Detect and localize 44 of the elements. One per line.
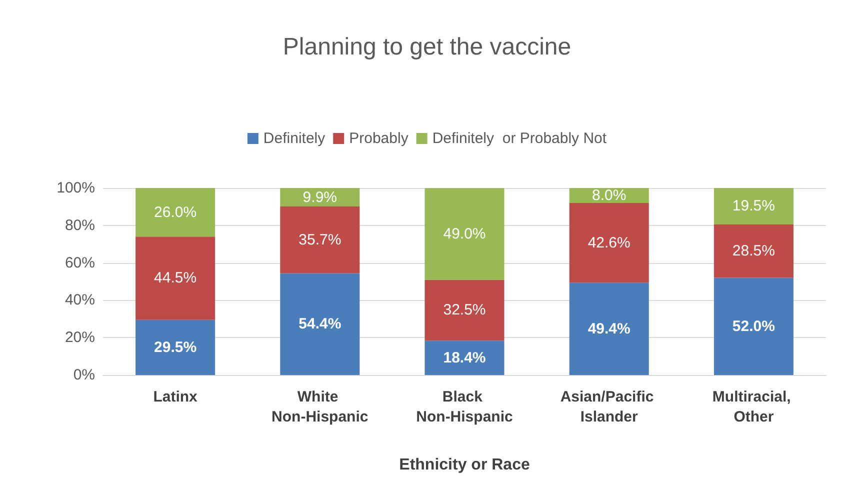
data-label: 26.0%	[154, 204, 197, 221]
data-label: 49.0%	[443, 226, 486, 242]
bar	[424, 340, 504, 375]
data-label: 32.5%	[443, 302, 486, 319]
data-label: 18.4%	[443, 349, 486, 366]
data-label: 35.7%	[298, 231, 342, 248]
y-tick-label: 40%	[64, 292, 95, 309]
data-label: 9.9%	[302, 188, 337, 206]
data-label: 54.4%	[298, 316, 342, 333]
bar	[280, 206, 360, 274]
x-axis-title: Ethnicity or Race	[399, 456, 530, 474]
bar	[424, 188, 504, 280]
bar	[424, 280, 504, 341]
chart-title: Planning to get the vaccine	[282, 34, 572, 60]
bar	[569, 282, 649, 375]
x-tick-label: Latinx	[153, 388, 198, 406]
bar	[569, 202, 649, 283]
bar	[280, 273, 360, 375]
data-label: 19.5%	[732, 198, 775, 215]
legend-label: Definitely	[263, 130, 326, 147]
bar	[136, 236, 216, 320]
x-tick-label: Black Non-Hispanic	[416, 388, 513, 426]
data-label: 52.0%	[732, 318, 775, 335]
data-label: 28.5%	[732, 242, 775, 260]
legend-label: Probably	[349, 130, 409, 147]
data-label: 29.5%	[154, 338, 197, 356]
data-label: 42.6%	[588, 234, 630, 252]
y-tick-label: 0%	[73, 366, 95, 384]
y-tick-label: 100%	[56, 180, 95, 196]
y-tick-label: 60%	[64, 254, 95, 272]
bar	[136, 320, 216, 375]
bar	[136, 188, 216, 237]
bar	[714, 188, 794, 224]
x-tick-label: Multiracial, Other	[712, 388, 795, 426]
legend-label: Definitely or Probably Not	[432, 130, 608, 147]
y-tick-label: 20%	[64, 329, 95, 346]
data-label: 44.5%	[154, 270, 197, 287]
bar	[714, 224, 794, 278]
y-tick-label: 80%	[64, 216, 95, 234]
data-label: 8.0%	[592, 186, 626, 204]
bar	[714, 278, 794, 375]
x-tick-label: White Non-Hispanic	[272, 388, 368, 426]
x-tick-label: Asian/Pacific Islander	[560, 388, 658, 426]
data-label: 49.4%	[588, 320, 630, 338]
